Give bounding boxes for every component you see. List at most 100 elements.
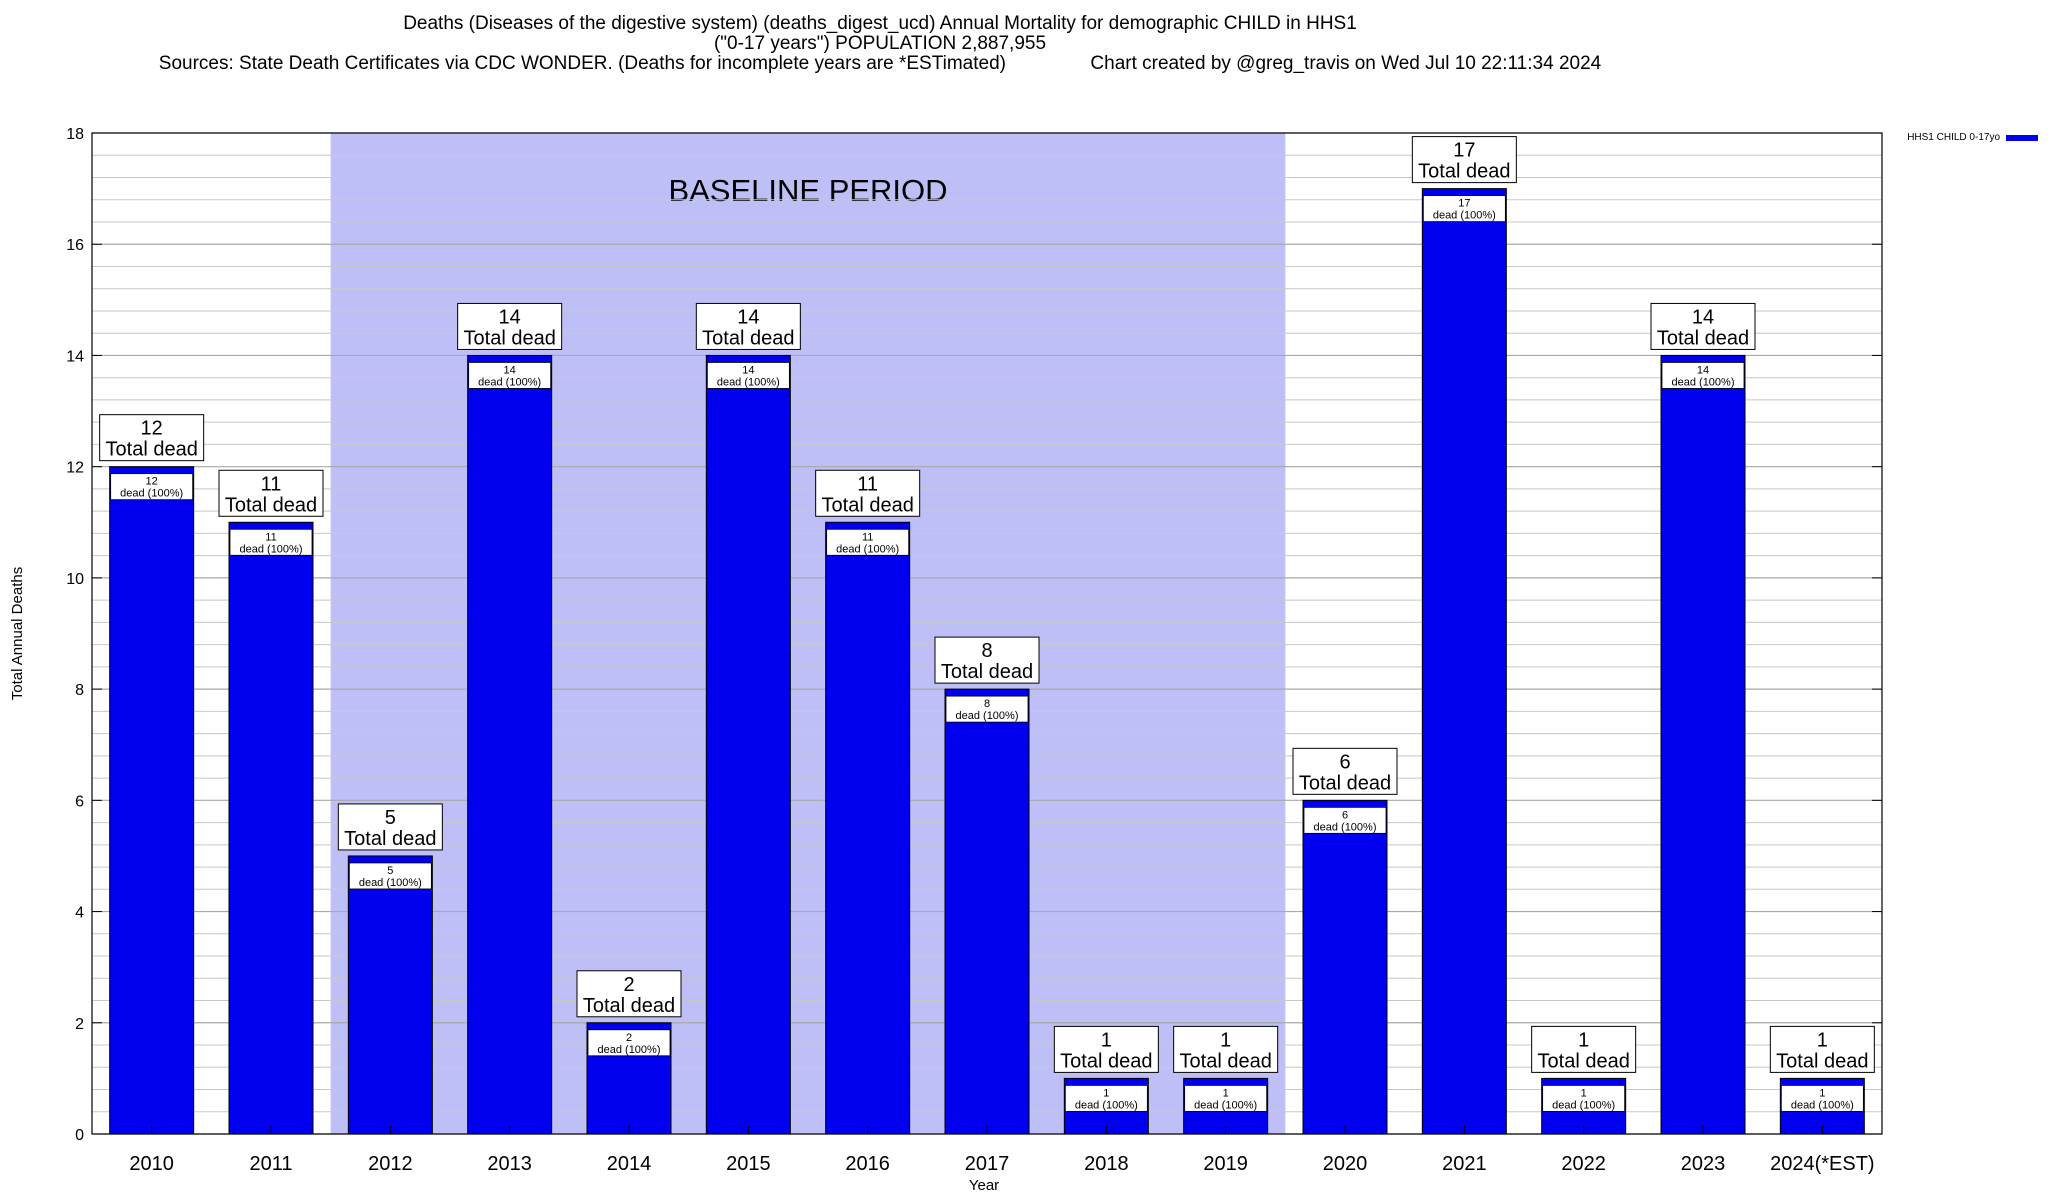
bar-inner-label-box [1064, 1084, 1148, 1112]
chart-title-line-2: ("0-17 years") POPULATION 2,887,955 [713, 33, 1047, 54]
y-axis-label: Total Annual Deaths [9, 567, 26, 700]
x-tick-label: 2016 [845, 1153, 890, 1175]
bar-inner-value: 1 [1223, 1087, 1229, 1099]
bar-total-label-box [1053, 1025, 1159, 1073]
bar-total-caption: Total dead [344, 828, 436, 850]
bar-total-caption: Total dead [1657, 327, 1749, 349]
bar-total-value: 2 [623, 974, 634, 996]
bar-total-value: 14 [737, 306, 759, 328]
bar-total-value: 1 [1817, 1029, 1828, 1051]
bar-total-label-box [99, 414, 205, 462]
bar-inner-label-box [468, 362, 552, 389]
bar-inner-value: 2 [626, 1032, 632, 1044]
bar-inner-label-box [1184, 1084, 1268, 1112]
y-tick-label: 16 [66, 237, 84, 254]
x-tick-label: 2015 [726, 1153, 771, 1175]
bar-inner-value: 12 [146, 476, 158, 488]
x-tick-label: 2012 [368, 1153, 413, 1175]
baseline-period-label: BASELINE PERIOD [668, 173, 947, 208]
y-tick-label: 2 [75, 1016, 84, 1033]
bar-total-value: 1 [1578, 1029, 1589, 1051]
bar-inner-value: 5 [387, 865, 393, 877]
x-axis-label: Year [969, 1177, 999, 1194]
x-tick-label: 2022 [1561, 1153, 1606, 1175]
x-tick-label: 2010 [129, 1153, 174, 1175]
bar-inner-percent: dead (100%) [717, 376, 780, 388]
y-tick-label: 6 [75, 793, 84, 810]
bar-total-caption: Total dead [1060, 1050, 1152, 1072]
bar-total-caption: Total dead [702, 327, 794, 349]
bar-inner-label-box [587, 1029, 671, 1057]
bar-inner-value: 6 [1342, 809, 1348, 821]
bar [944, 688, 1030, 1135]
bar-inner-label-box [1303, 806, 1387, 834]
bar-inner-label-box [229, 528, 313, 556]
bar-total-label-box [1292, 747, 1398, 795]
y-tick-label: 14 [66, 348, 84, 365]
bar-inner-label-box [1542, 1084, 1626, 1112]
bar-inner-value: 17 [1458, 198, 1470, 210]
bar-inner-value: 11 [265, 531, 276, 543]
bar-total-caption: Total dead [583, 995, 675, 1017]
bar-inner-label-box [1422, 195, 1506, 223]
bar-total-value: 1 [1220, 1029, 1231, 1051]
bar-inner-label-box [110, 473, 194, 501]
bar-total-label-box [1769, 1025, 1875, 1073]
bar [1302, 799, 1388, 1135]
bar-inner-percent: dead (100%) [836, 543, 899, 555]
bar-total-label-box [218, 469, 324, 517]
bar-total-label-box [576, 970, 682, 1018]
x-tick-label: 2020 [1323, 1153, 1368, 1175]
x-tick-label: 2017 [965, 1153, 1010, 1175]
bar-total-caption: Total dead [1180, 1050, 1272, 1072]
bar-total-caption: Total dead [1299, 772, 1391, 794]
bar-total-caption: Total dead [1776, 1050, 1868, 1072]
bar-total-value: 11 [261, 473, 282, 495]
bar-inner-value: 1 [1103, 1087, 1109, 1099]
bar-inner-value: 14 [742, 364, 754, 376]
bar-total-label-box [695, 302, 801, 350]
bar-total-value: 8 [981, 640, 992, 662]
bar-inner-percent: dead (100%) [1791, 1099, 1854, 1111]
x-tick-label: 2023 [1681, 1153, 1726, 1175]
y-tick-label: 10 [66, 571, 84, 588]
bar [1421, 188, 1507, 1135]
bar [109, 466, 195, 1135]
x-tick-label: 2021 [1442, 1153, 1487, 1175]
bar-inner-value: 11 [862, 531, 873, 543]
y-tick-label: 12 [66, 460, 84, 477]
x-tick-label: 2018 [1084, 1153, 1129, 1175]
bar-inner-value: 1 [1819, 1087, 1825, 1099]
x-tick-label: 2024(*EST) [1770, 1153, 1875, 1175]
bar-inner-percent: dead (100%) [120, 488, 183, 500]
y-tick-label: 18 [66, 126, 84, 143]
bar [347, 855, 433, 1135]
bar-total-label-box [1173, 1025, 1279, 1073]
bar-inner-label-box [1661, 362, 1745, 389]
bar-total-value: 17 [1453, 140, 1475, 162]
bar [467, 354, 553, 1135]
bar-inner-percent: dead (100%) [1552, 1099, 1615, 1111]
chart-title-line-3: Sources: State Death Certificates via CD… [158, 53, 1602, 74]
x-tick-label: 2013 [487, 1153, 532, 1175]
bar-inner-percent: dead (100%) [359, 877, 422, 889]
bar-total-caption: Total dead [1538, 1050, 1630, 1072]
bar-total-label-box [815, 469, 921, 517]
x-tick-label: 2014 [607, 1153, 652, 1175]
bar-total-caption: Total dead [822, 494, 914, 516]
bar-inner-percent: dead (100%) [478, 376, 541, 388]
bar-total-label-box [934, 636, 1040, 684]
x-tick-label: 2011 [249, 1153, 292, 1175]
bar [705, 354, 791, 1135]
bar-inner-percent: dead (100%) [1672, 376, 1735, 388]
bar-total-label-box [337, 803, 443, 851]
bar-inner-percent: dead (100%) [598, 1044, 661, 1056]
bar [825, 521, 911, 1135]
bar-total-caption: Total dead [225, 494, 317, 516]
bar-total-label-box [457, 302, 563, 350]
y-tick-label: 0 [75, 1127, 84, 1144]
bar-inner-value: 1 [1581, 1087, 1587, 1099]
bar-inner-value: 14 [1697, 364, 1709, 376]
x-tick-label: 2019 [1203, 1153, 1248, 1175]
